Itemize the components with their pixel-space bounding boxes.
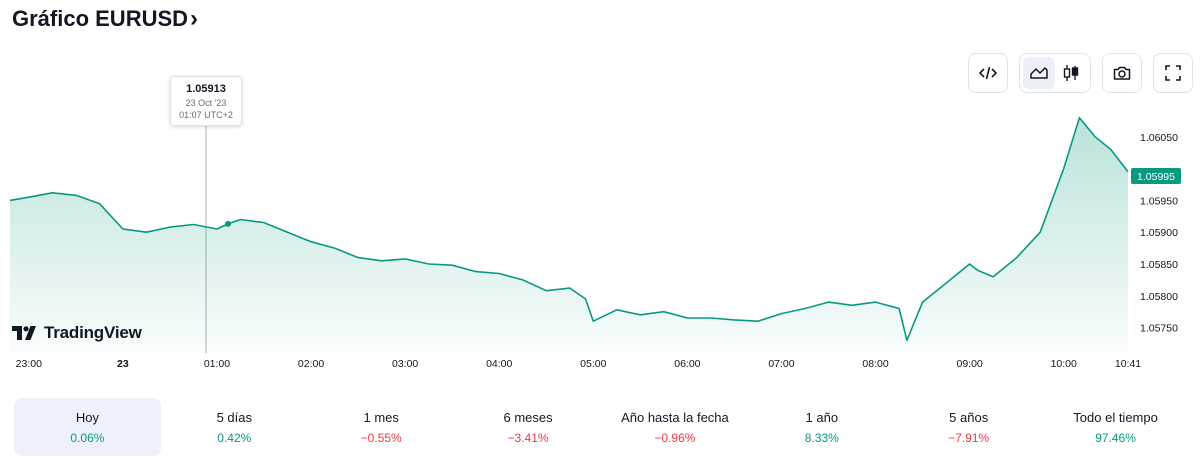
candlestick-chart-button[interactable] bbox=[1055, 57, 1087, 89]
area-chart-button[interactable] bbox=[1023, 57, 1055, 89]
period-label: 1 mes bbox=[363, 410, 399, 425]
period-change: 0.42% bbox=[217, 431, 252, 445]
page-title: Gráfico EURUSD bbox=[12, 6, 189, 31]
period-tab[interactable]: Año hasta la fecha −0.96% bbox=[602, 398, 749, 456]
period-tab[interactable]: 1 mes −0.55% bbox=[308, 398, 455, 456]
x-tick-label: 01:00 bbox=[204, 358, 230, 370]
period-change: 97.46% bbox=[1095, 431, 1136, 445]
y-tick-label: 1.06050 bbox=[1140, 132, 1178, 144]
y-tick-label: 1.05950 bbox=[1140, 195, 1178, 207]
x-axis: 23:00 23 01:00 02:00 03:00 04:00 05:00 06:00 07:… bbox=[16, 358, 1142, 370]
y-tick-label: 1.05800 bbox=[1140, 291, 1178, 303]
x-tick-label: 09:00 bbox=[956, 358, 982, 370]
x-tick-label: 23:00 bbox=[16, 358, 42, 370]
y-tick-label: 1.05750 bbox=[1140, 323, 1178, 335]
y-axis: 1.05750 1.05800 1.05850 1.05900 1.05950 1.060… bbox=[1140, 132, 1178, 335]
period-tab[interactable]: Todo el tiempo 97.46% bbox=[1042, 398, 1189, 456]
period-change: −3.41% bbox=[507, 431, 549, 445]
fullscreen-button[interactable] bbox=[1153, 53, 1193, 93]
period-label: Año hasta la fecha bbox=[621, 410, 729, 425]
chart-type-group bbox=[1019, 53, 1091, 93]
embed-code-button[interactable] bbox=[968, 53, 1008, 93]
y-tick-label: 1.05900 bbox=[1140, 227, 1178, 239]
x-tick-label: 07:00 bbox=[768, 358, 794, 370]
x-tick-label: 23 bbox=[117, 358, 129, 370]
embed-code-icon bbox=[978, 66, 998, 80]
x-tick-label: 03:00 bbox=[392, 358, 418, 370]
tradingview-logo-icon bbox=[12, 326, 36, 340]
period-tab[interactable]: Hoy 0.06% bbox=[14, 398, 161, 456]
period-label: Hoy bbox=[75, 410, 99, 425]
tooltip-value: 1.05913 bbox=[186, 83, 226, 95]
chart-marks bbox=[224, 220, 231, 227]
period-tab[interactable]: 6 meses −3.41% bbox=[455, 398, 602, 456]
chart-title-link[interactable]: Gráfico EURUSD › bbox=[12, 6, 198, 32]
period-change: −0.96% bbox=[654, 431, 696, 445]
period-label: 1 año bbox=[805, 410, 839, 425]
period-change: 0.06% bbox=[70, 431, 105, 445]
x-tick-label: 10:41 bbox=[1115, 358, 1141, 370]
x-tick-label: 06:00 bbox=[674, 358, 700, 370]
price-chart[interactable]: 1.05750 1.05800 1.05850 1.05900 1.05950 1.060… bbox=[0, 95, 1200, 375]
x-tick-label: 05:00 bbox=[580, 358, 606, 370]
tooltip-date: 23 Oct '23 bbox=[185, 98, 227, 108]
last-price-tag-bg bbox=[1131, 168, 1181, 184]
last-price-tag: 1.05995 bbox=[1131, 168, 1181, 184]
x-tick-label: 02:00 bbox=[298, 358, 324, 370]
area-chart-icon bbox=[1030, 67, 1048, 79]
last-price-label: 1.05995 bbox=[1137, 171, 1175, 183]
crosshair-tooltip: 1.05913 23 Oct '23 01:07 UTC+2 bbox=[170, 76, 242, 126]
period-tab[interactable]: 5 años −7.91% bbox=[895, 398, 1042, 456]
period-label: 5 días bbox=[216, 410, 253, 425]
period-tab[interactable]: 5 días 0.42% bbox=[161, 398, 308, 456]
x-tick-label: 08:00 bbox=[862, 358, 888, 370]
x-tick-label: 04:00 bbox=[486, 358, 512, 370]
period-label: Todo el tiempo bbox=[1073, 410, 1158, 425]
period-tab[interactable]: 1 año 8.33% bbox=[748, 398, 895, 456]
y-tick-label: 1.05850 bbox=[1140, 259, 1178, 271]
candlestick-icon bbox=[1063, 65, 1079, 81]
x-tick-label: 10:00 bbox=[1051, 358, 1077, 370]
fullscreen-icon bbox=[1165, 65, 1181, 81]
tradingview-logo[interactable]: TradingView bbox=[12, 323, 142, 343]
price-line bbox=[9, 116, 1129, 342]
period-change: −0.55% bbox=[360, 431, 402, 445]
period-change: 8.33% bbox=[804, 431, 839, 445]
chart-toolbar bbox=[968, 53, 1193, 93]
period-change: −7.91% bbox=[948, 431, 990, 445]
logo-text: TradingView bbox=[44, 323, 142, 342]
chevron-right-icon: › bbox=[190, 5, 199, 32]
performance-bar: Hoy 0.06% 5 días 0.42% 1 mes −0.55% 6 meses −3.… bbox=[14, 398, 1189, 456]
crosshair-point bbox=[224, 220, 231, 227]
period-label: 5 años bbox=[949, 410, 989, 425]
period-label: 6 meses bbox=[503, 410, 553, 425]
tooltip-time: 01:07 UTC+2 bbox=[179, 110, 233, 120]
snapshot-button[interactable] bbox=[1102, 53, 1142, 93]
price-area-fill bbox=[10, 117, 1128, 353]
camera-icon bbox=[1113, 66, 1131, 80]
